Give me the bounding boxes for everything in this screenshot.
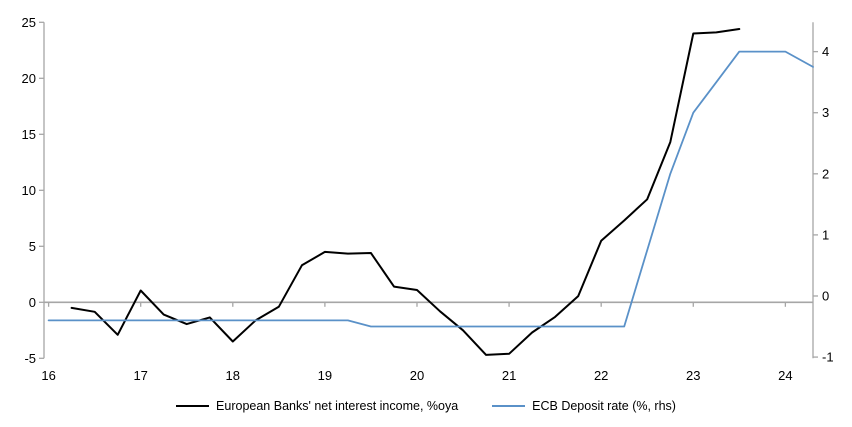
legend-label-net-interest-income: European Banks' net interest income, %oy… [216,399,459,413]
left-axis-tick-label: 15 [22,127,36,142]
legend-item-net-interest-income: European Banks' net interest income, %oy… [176,399,458,413]
x-axis-tick-label: 22 [594,368,608,383]
chart-legend: European Banks' net interest income, %oy… [0,394,852,418]
x-axis-tick-label: 16 [41,368,55,383]
right-axis-tick-label: 1 [822,227,829,242]
x-axis-tick-label: 23 [686,368,700,383]
x-axis-tick-label: 21 [502,368,516,383]
line-chart-canvas: 25 20 15 10 5 0 -5 4 3 2 1 0 -1 16 17 18 19 20 21 22 23 24 [22,15,834,383]
right-axis-tick-label: -1 [822,350,834,365]
x-axis-tick-label: 17 [133,368,147,383]
left-axis-tick-label: 5 [29,239,36,254]
x-axis-tick-label: 20 [410,368,424,383]
left-axis-tick-label: 25 [22,15,36,30]
ecb-deposit-rate-line [47,50,814,328]
right-axis-tick-label: 0 [822,288,829,303]
left-axis-tick-label: 0 [29,295,36,310]
legend-label-ecb-deposit-rate: ECB Deposit rate (%, rhs) [532,399,676,413]
blue-line-swatch-icon [492,405,526,407]
right-axis-tick-label: 4 [822,44,829,59]
legend-item-ecb-deposit-rate: ECB Deposit rate (%, rhs) [492,399,676,413]
right-axis-tick-label: 2 [822,166,829,181]
left-axis-tick-label: -5 [24,351,36,366]
x-axis-tick-label: 19 [318,368,332,383]
left-axis-tick-label: 10 [22,183,36,198]
x-axis-tick-label: 18 [226,368,240,383]
left-axis-tick-label: 20 [22,71,36,86]
black-line-swatch-icon [176,405,210,407]
right-axis-tick-label: 3 [822,105,829,120]
x-axis-tick-label: 24 [778,368,792,383]
net-interest-income-line [70,28,741,356]
